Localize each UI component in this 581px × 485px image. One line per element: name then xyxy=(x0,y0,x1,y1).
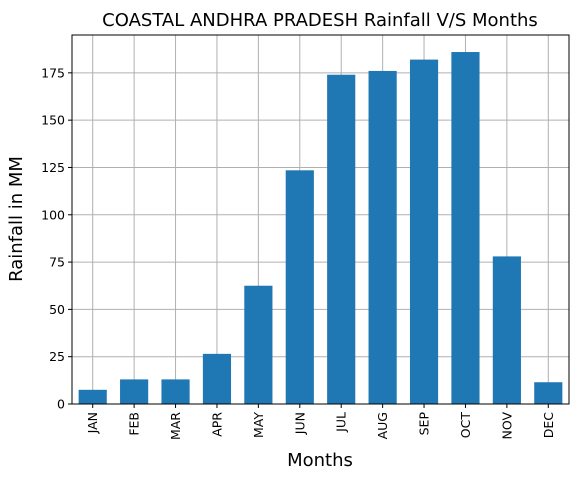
y-tick-label: 0 xyxy=(57,397,65,412)
bar-may xyxy=(244,285,273,404)
bar-dec xyxy=(534,382,563,404)
bar-jan xyxy=(78,389,107,404)
plot-frame xyxy=(71,34,570,405)
y-tick-label: 50 xyxy=(49,302,65,317)
x-tick-label: JAN xyxy=(85,412,100,434)
x-axis-ticks: JAN FEB MAR APR MAY JUN JUL AUG SEP OCT NOV DEC xyxy=(85,404,556,440)
y-axis-label: Rainfall in MM xyxy=(6,156,27,282)
x-tick-label: AUG xyxy=(375,412,390,439)
bar-nov xyxy=(492,256,521,404)
bar-jul xyxy=(327,74,356,404)
bar-apr xyxy=(202,353,232,404)
x-tick-label: APR xyxy=(209,412,224,437)
x-tick-label: MAR xyxy=(168,412,183,440)
x-tick-label: FEB xyxy=(127,412,142,436)
y-tick-label: 150 xyxy=(41,113,65,128)
y-tick-label: 100 xyxy=(41,207,65,222)
y-tick-label: 175 xyxy=(41,65,65,80)
x-tick-label: MAY xyxy=(251,412,266,438)
x-tick-label: OCT xyxy=(458,412,473,439)
x-tick-label: DEC xyxy=(541,412,556,439)
y-tick-label: 25 xyxy=(49,349,65,364)
bar-oct xyxy=(451,52,480,405)
bar-feb xyxy=(120,379,149,404)
y-tick-label: 75 xyxy=(49,255,65,270)
bar-jun xyxy=(285,170,314,404)
chart-title: COASTAL ANDHRA PRADESH Rainfall V/S Mont… xyxy=(102,10,538,31)
x-tick-label: NOV xyxy=(499,412,514,440)
bar-aug xyxy=(368,70,397,404)
x-axis-label: Months xyxy=(287,450,353,471)
y-axis-ticks: 0 25 50 75 100 125 150 175 xyxy=(41,65,72,412)
x-tick-label: SEP xyxy=(417,412,432,436)
bars xyxy=(78,52,563,405)
bar-sep xyxy=(409,59,439,404)
x-tick-label: JUN xyxy=(292,412,307,435)
x-tick-label: JUL xyxy=(334,412,349,433)
bar-mar xyxy=(161,379,190,404)
y-tick-label: 125 xyxy=(41,160,65,175)
